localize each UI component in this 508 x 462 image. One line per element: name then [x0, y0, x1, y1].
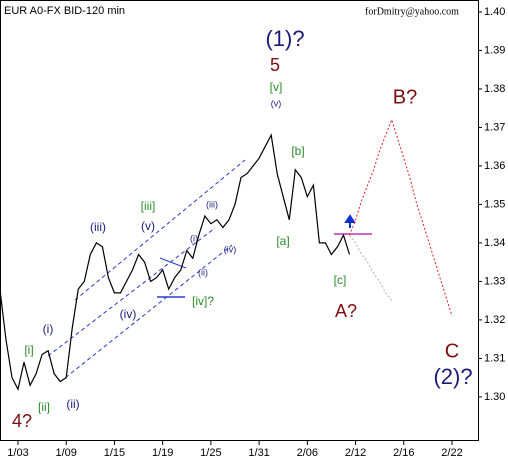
x-tick-label: 1/15 — [104, 447, 125, 459]
x-tick-label: 2/22 — [441, 447, 462, 459]
wave-label: 5 — [270, 55, 280, 75]
y-tick-label: 1.34 — [484, 237, 505, 249]
x-tick-label: 1/09 — [56, 447, 77, 459]
channel-line — [59, 244, 233, 383]
price-line — [349, 118, 453, 317]
channel-line — [74, 159, 246, 301]
y-tick-label: 1.39 — [484, 44, 505, 56]
y-tick-label: 1.38 — [484, 83, 505, 95]
y-tick-label: 1.31 — [484, 352, 505, 364]
y-tick-label: 1.35 — [484, 198, 505, 210]
wave-label: [a] — [276, 234, 289, 248]
plot-frame — [0, 0, 479, 441]
x-tick-label: 1/25 — [200, 447, 221, 459]
wave-label: [ii] — [38, 400, 50, 414]
wave-label: (i) — [190, 233, 198, 243]
wave-label: (iii) — [206, 199, 218, 209]
wave-label: B? — [393, 86, 417, 108]
y-tick-label: 1.30 — [484, 391, 505, 403]
wave-label: 4? — [12, 411, 32, 431]
wave-label: (v) — [141, 219, 155, 233]
wave-label: (2)? — [433, 364, 472, 389]
wave-label: [b] — [291, 144, 304, 158]
x-tick-label: 2/06 — [297, 447, 318, 459]
wave-label: [c] — [334, 273, 347, 287]
channels — [47, 159, 246, 383]
wave-label: (iv) — [224, 244, 237, 254]
x-tick-label: 1/19 — [152, 447, 173, 459]
wave-label: [iv]? — [192, 294, 214, 308]
wave-label: [iii] — [141, 199, 156, 213]
wave-label: [v] — [270, 80, 283, 94]
x-tick-label: 1/03 — [7, 447, 28, 459]
wave-label: (i) — [43, 322, 54, 336]
wave-label: (ii) — [198, 267, 208, 277]
y-tick-label: 1.37 — [484, 121, 505, 133]
up-arrow — [344, 214, 356, 228]
y-tick-label: 1.32 — [484, 314, 505, 326]
price-line — [349, 234, 393, 301]
wave-label: C — [445, 340, 459, 362]
wave-label: [i] — [24, 343, 33, 357]
chart-title: EUR A0-FX BID-120 min — [4, 5, 125, 17]
x-tick-label: 1/31 — [248, 447, 269, 459]
wave-label: (ii) — [66, 397, 79, 411]
y-tick-label: 1.40 — [484, 6, 505, 18]
wave-labels: (1)? 5 [v] (v) B? [b] [a] [c] A? C (2)? … — [12, 26, 473, 431]
x-tick-label: 2/12 — [345, 447, 366, 459]
author: forDmitry@yahoo.com — [365, 6, 459, 17]
channel-line — [47, 227, 216, 357]
wave-label: (v) — [271, 98, 282, 108]
wave-label: (1)? — [265, 26, 304, 51]
price-line — [0, 133, 351, 391]
wave-label: (iv) — [120, 307, 137, 321]
y-tick-label: 1.36 — [484, 160, 505, 172]
wave-label: A? — [335, 301, 357, 321]
x-tick-label: 2/16 — [393, 447, 414, 459]
y-tick-label: 1.33 — [484, 275, 505, 287]
wave-label: (iii) — [90, 220, 106, 234]
